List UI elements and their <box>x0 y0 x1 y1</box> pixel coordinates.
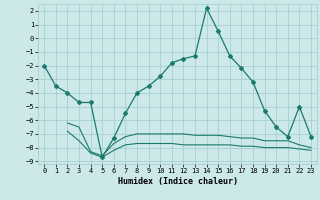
X-axis label: Humidex (Indice chaleur): Humidex (Indice chaleur) <box>118 177 238 186</box>
